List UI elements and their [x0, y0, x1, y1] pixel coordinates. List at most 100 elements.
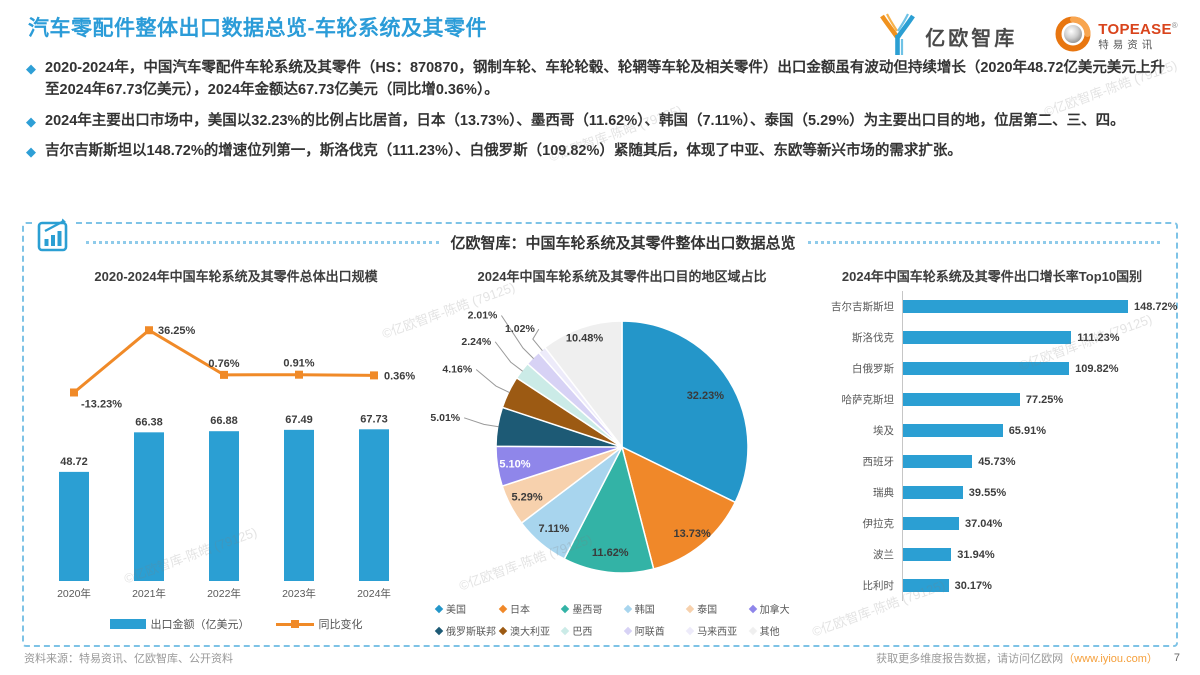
- legend-label: 马来西亚: [697, 627, 738, 638]
- legend-label: 泰国: [697, 605, 718, 616]
- pie-label-6: 5.01%: [430, 412, 460, 424]
- country-label: 波兰: [873, 549, 894, 561]
- legend-label: 俄罗斯联邦: [446, 627, 496, 638]
- bar-value-label: 66.88: [210, 415, 238, 427]
- legend-label: 墨西哥: [572, 605, 603, 616]
- pie-leader-line: [463, 417, 499, 428]
- legend-label: 美国: [446, 605, 466, 616]
- pie-label-2: 11.62%: [592, 547, 629, 559]
- pie-label-9: 2.01%: [468, 309, 498, 321]
- legend-label: 澳大利亚: [510, 627, 550, 638]
- legend-marker: [498, 604, 508, 613]
- dotted-divider: [807, 241, 1161, 244]
- country-label: 瑞典: [873, 487, 894, 499]
- pie-label-3: 7.11%: [539, 523, 570, 535]
- logo-area: 亿欧智库 TOPEASE®: [877, 12, 1178, 61]
- bar-chart-arrow-icon: [32, 216, 76, 259]
- pie-label-0: 32.23%: [687, 390, 725, 402]
- hbar-row-2: 白俄罗斯 109.82%: [816, 353, 1168, 384]
- bar-value-label: 48.72: [60, 456, 88, 468]
- hbar-row-9: 比利时 30.17%: [816, 570, 1168, 601]
- yoy-point-2022年: [220, 370, 228, 379]
- pie-legend-item-3: 韩国: [623, 601, 683, 616]
- country-label: 西班牙: [862, 456, 895, 468]
- country-label: 白俄罗斯: [852, 363, 894, 375]
- pie-slice-2: [563, 444, 655, 574]
- legend-marker: [685, 626, 695, 635]
- country-label: 比利时: [862, 580, 895, 592]
- growth-bar-7: [903, 517, 959, 530]
- growth-value-label: 111.23%: [1077, 331, 1120, 344]
- legend-label: 出口金额（亿美元）: [150, 619, 250, 631]
- export-bar-2024年: [359, 429, 389, 581]
- pie-label-11: 10.48%: [566, 332, 604, 344]
- growth-bar-3: [903, 393, 1020, 406]
- pie-label-7: 4.16%: [442, 363, 472, 375]
- growth-bar-6: [903, 486, 963, 499]
- footer-cta: 获取更多维度报告数据，请访问亿欧网: [876, 653, 1064, 665]
- yoy-point-2023年: [295, 370, 303, 379]
- hbar-row-8: 波兰 31.94%: [816, 539, 1168, 570]
- growth-top10-chart: 2024年中国车轮系统及其零件出口增长率Top10国别 吉尔吉斯斯坦 148.72…: [816, 266, 1177, 601]
- growth-bar-5: [903, 455, 973, 468]
- bar-value-label: 67.73: [360, 413, 388, 425]
- pie-legend-item-4: 泰国: [685, 601, 745, 616]
- pie-slice-0: [621, 320, 749, 504]
- pie-legend-item-9: 阿联酋: [623, 623, 683, 638]
- topease-logo-icon: [1055, 16, 1091, 57]
- page-title: 汽车零配件整体出口数据总览-车轮系统及其零件: [28, 17, 487, 40]
- summary-bullets: ◆ 2020-2024年，中国汽车零配件车轮系统及其零件（HS：870870，钢…: [26, 58, 1178, 172]
- pie-legend-item-6: 俄罗斯联邦: [434, 623, 496, 638]
- growth-value-label: 31.94%: [957, 548, 995, 561]
- yoy-point-2024年: [370, 371, 378, 380]
- x-axis-label: 2021年: [132, 587, 166, 600]
- bar-value-label: 66.38: [135, 416, 163, 428]
- hbar-rows: 吉尔吉斯斯坦 148.72% 斯洛伐克 111.23% 白俄罗斯 109.82% 哈萨克斯坦…: [816, 291, 1177, 601]
- bullet-text: 2020-2024年，中国汽车零配件车轮系统及其零件（HS：870870，钢制车…: [45, 60, 1165, 98]
- topease-logo-subtext: 特易资讯: [1098, 38, 1157, 51]
- growth-value-label: 65.91%: [1008, 424, 1046, 437]
- topease-logo: TOPEASE® 特易资讯: [1055, 16, 1178, 57]
- hbar-row-0: 吉尔吉斯斯坦 148.72%: [816, 291, 1177, 322]
- export-bar-2021年: [134, 432, 164, 581]
- pie-legend-item-7: 澳大利亚: [498, 623, 558, 638]
- growth-bar-0: [903, 300, 1128, 313]
- x-axis-label: 2023年: [282, 587, 316, 600]
- diamond-bullet-icon: ◆: [26, 144, 36, 160]
- bullet-item: ◆ 吉尔吉斯斯坦以148.72%的增速位列第一，斯洛伐克（111.23%）、白俄…: [26, 141, 1178, 163]
- x-axis-label: 2024年: [357, 587, 391, 600]
- pie-legend-item-0: 美国: [434, 601, 496, 616]
- pie-legend-item-10: 马来西亚: [685, 623, 745, 638]
- growth-value-label: 39.55%: [968, 486, 1007, 499]
- country-label: 吉尔吉斯斯坦: [831, 301, 894, 313]
- pie-label-10: 1.02%: [505, 323, 535, 335]
- growth-bar-9: [903, 579, 949, 592]
- growth-value-label: 109.82%: [1075, 362, 1119, 375]
- yoy-point-2021年: [145, 326, 153, 335]
- diamond-bullet-icon: ◆: [26, 113, 36, 129]
- legend-label: 加拿大: [759, 605, 790, 616]
- diamond-bullet-icon: ◆: [26, 61, 36, 76]
- iyiou-link[interactable]: www.iyiou.com: [1074, 653, 1147, 665]
- pie-label-4: 5.29%: [511, 492, 542, 504]
- country-label: 哈萨克斯坦: [841, 394, 895, 406]
- legend-marker: [748, 604, 757, 613]
- export-bar-2023年: [284, 429, 314, 581]
- pie-leader-line: [500, 315, 534, 359]
- growth-value-label: 37.04%: [965, 517, 1003, 530]
- pie-label-5: 5.10%: [499, 459, 530, 471]
- legend-label: 日本: [510, 605, 530, 616]
- export-scale-chart: 2020-2024年中国车轮系统及其零件总体出口规模 48.72 2020年 66.…: [42, 266, 430, 632]
- pie-legend-item-8: 巴西: [561, 623, 620, 638]
- yoy-value-label: -13.23%: [81, 398, 122, 410]
- pie-leader-line: [475, 369, 510, 394]
- legend-item: 同比变化: [275, 616, 363, 632]
- pie-leader-line: [494, 341, 523, 372]
- growth-value-label: 148.72%: [1134, 300, 1178, 313]
- growth-value-label: 30.17%: [954, 579, 992, 592]
- legend-marker: [748, 626, 757, 635]
- yiou-logo-text: 亿欧智库: [925, 28, 1018, 50]
- x-axis-label: 2020年: [57, 587, 91, 600]
- page-number: 7: [1173, 652, 1180, 664]
- data-source: 资料来源：特易资讯、亿欧智库、公开资料: [24, 653, 233, 665]
